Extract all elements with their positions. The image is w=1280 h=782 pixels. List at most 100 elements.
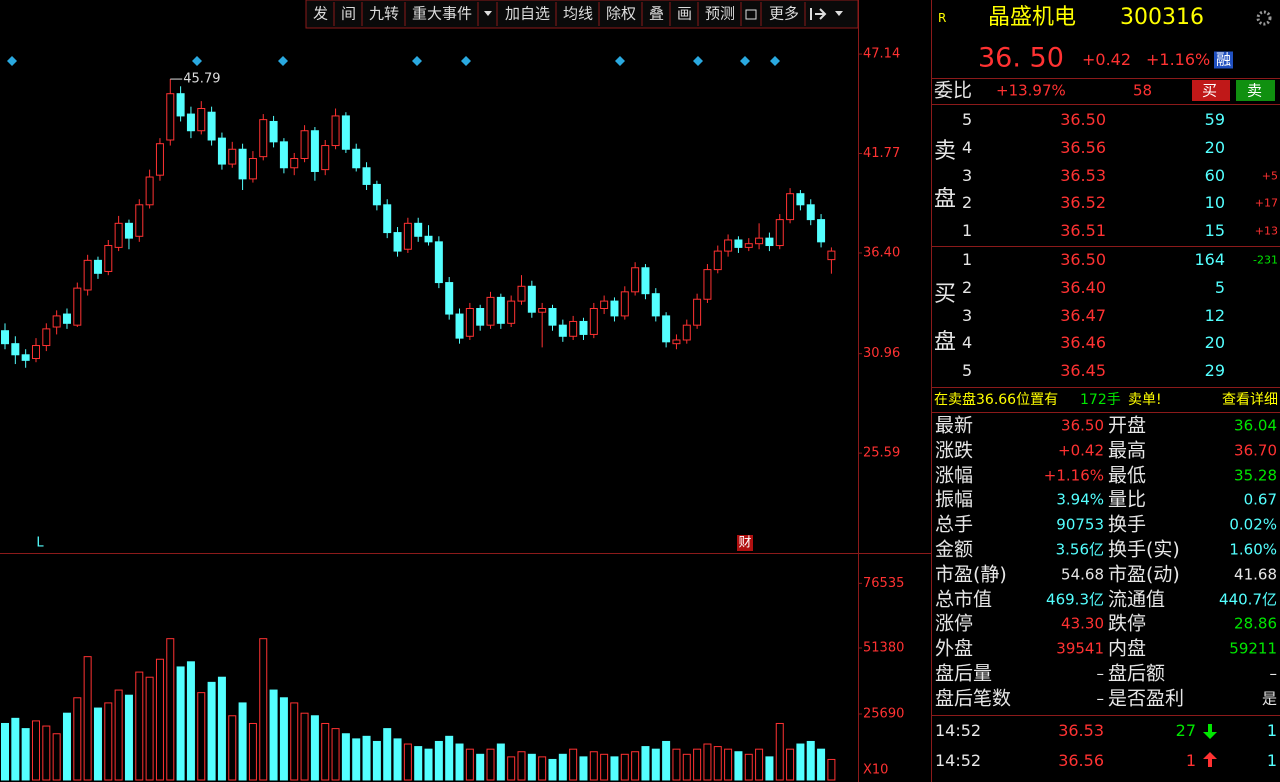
- volume-bar: [744, 753, 753, 781]
- candle-body: [486, 296, 495, 326]
- candle-body: [341, 115, 350, 150]
- stat-label: 开盘: [1108, 414, 1147, 437]
- volume-bar: [114, 689, 123, 781]
- candle-body: [414, 222, 423, 237]
- volume-bar: [424, 748, 433, 781]
- volume-bar: [713, 746, 722, 781]
- candle-body: [104, 245, 113, 272]
- tick-time: 14:52: [935, 751, 982, 770]
- stat-label: 流通值: [1108, 588, 1166, 611]
- candle-body: [238, 148, 247, 180]
- volume-bar: [496, 743, 505, 781]
- toolbar-button[interactable]: 画: [677, 5, 692, 23]
- candle-body: [114, 222, 123, 248]
- stat-label: 量比: [1108, 488, 1147, 511]
- volume-bar: [31, 720, 40, 781]
- stat-value: 3.56亿: [1055, 540, 1104, 559]
- volume-bar: [775, 722, 784, 781]
- sell-button[interactable]: 卖: [1247, 81, 1263, 100]
- buy-button[interactable]: 买: [1202, 81, 1218, 100]
- volume-bar: [11, 717, 20, 781]
- volume-bar: [362, 735, 371, 781]
- volume-bar: [734, 751, 743, 781]
- volume-bar: [620, 753, 629, 781]
- stat-label: 最低: [1108, 464, 1147, 487]
- tick-count: 1: [1266, 721, 1277, 740]
- volume-bar: [93, 707, 102, 781]
- toolbar-button[interactable]: 叠: [649, 5, 664, 23]
- book-side-label: 买: [934, 282, 957, 307]
- candle-body: [321, 145, 330, 171]
- candle-body: [786, 193, 795, 221]
- y-tick-label: 30.96: [863, 346, 900, 361]
- volume-bar: [817, 748, 826, 781]
- volume-bar: [569, 748, 578, 781]
- toolbar-button[interactable]: 预测: [705, 5, 735, 23]
- candle-body: [393, 232, 402, 252]
- price-change: +0.42: [1082, 50, 1132, 69]
- stat-value: 440.7亿: [1219, 590, 1277, 609]
- candle-body: [507, 300, 516, 324]
- candle-body: [124, 222, 133, 239]
- candle-body: [569, 320, 578, 337]
- volume-bar: [176, 666, 185, 781]
- volume-bar: [279, 697, 288, 781]
- toolbar-button[interactable]: 加自选: [505, 5, 550, 23]
- detail-link[interactable]: 查看详细: [1222, 392, 1278, 408]
- candle-body: [372, 183, 381, 206]
- volume-bar: [631, 751, 640, 781]
- volume-bar: [248, 722, 257, 781]
- book-price: 36.51: [1060, 221, 1106, 241]
- candle-body: [765, 237, 774, 247]
- sell-button-bg: [1236, 80, 1275, 101]
- y-tick-label: 47.14: [863, 47, 900, 62]
- volume-bar: [455, 743, 464, 781]
- candle-body: [517, 285, 526, 302]
- candle-body: [672, 339, 681, 345]
- buy-button-bg: [1192, 80, 1230, 101]
- volume-bar: [135, 671, 144, 781]
- book-size: 12: [1204, 305, 1225, 325]
- toolbar-button[interactable]: 均线: [563, 5, 593, 23]
- toolbar-button[interactable]: 九转: [369, 5, 399, 23]
- candle-body: [620, 291, 629, 317]
- toolbar-button[interactable]: 更多: [769, 5, 799, 23]
- volume-bar: [62, 712, 71, 781]
- stat-value: 3.94%: [1056, 490, 1104, 509]
- margin-tag: 融: [1214, 50, 1234, 69]
- candle-body: [806, 204, 815, 221]
- candle-body: [713, 250, 722, 271]
- settings-icon: [1256, 10, 1272, 26]
- book-price: 36.52: [1060, 193, 1106, 213]
- volume-bar: [228, 715, 237, 781]
- bid-diff: 58: [1133, 81, 1153, 100]
- book-price: 36.56: [1060, 137, 1106, 157]
- book-price: 36.46: [1060, 333, 1106, 353]
- candle-body: [796, 193, 805, 206]
- book-change: +13: [1254, 224, 1278, 238]
- book-size: 164: [1194, 250, 1225, 269]
- candle-body: [744, 243, 753, 248]
- toolbar-button[interactable]: 间: [341, 5, 356, 23]
- volume-bar: [124, 694, 133, 781]
- volume-bar: [682, 753, 691, 781]
- stat-label: 涨幅: [935, 464, 974, 487]
- stat-label: 市盈(静): [935, 563, 1007, 586]
- candle-body: [755, 237, 764, 245]
- candle-body: [135, 204, 144, 237]
- volume-bar: [445, 735, 454, 781]
- book-size: 29: [1204, 361, 1225, 381]
- stat-value: 54.68: [1061, 565, 1104, 584]
- toolbar-button[interactable]: 发: [313, 5, 328, 23]
- volume-bar: [796, 743, 805, 781]
- market-badge: R: [938, 11, 947, 25]
- marker-fin[interactable]: 财: [738, 536, 751, 551]
- candle-body: [579, 320, 588, 335]
- toolbar-button[interactable]: 重大事件: [412, 5, 472, 23]
- candle-body: [310, 130, 319, 172]
- book-size: 20: [1204, 333, 1225, 353]
- book-side-label: 盘: [934, 187, 957, 212]
- volume-bar: [300, 712, 309, 781]
- toolbar-button[interactable]: 除权: [606, 5, 636, 23]
